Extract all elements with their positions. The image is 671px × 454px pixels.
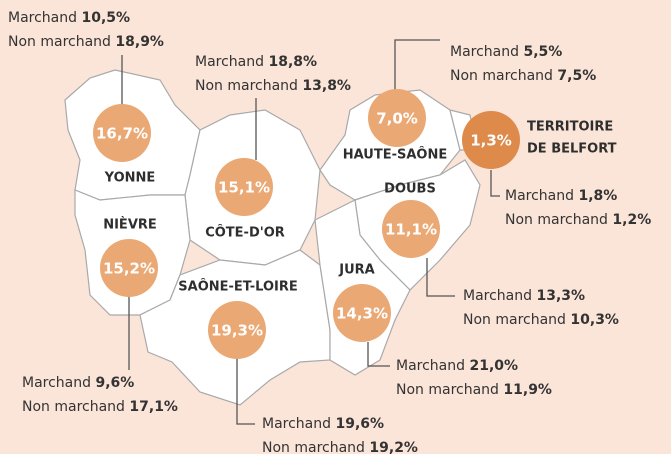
rate-label: 7,0%: [376, 110, 418, 128]
rate-label: 11,1%: [385, 221, 437, 239]
callout-text: Marchand 18,8%: [195, 54, 317, 70]
rate-circle: [462, 111, 520, 169]
rate-label: 1,3%: [470, 132, 512, 150]
callout-line: [426, 258, 455, 297]
callout-key: Non marchand: [396, 382, 499, 398]
callout-value: 18,8%: [268, 54, 317, 70]
department-name: SAÔNE-ET-LOIRE: [178, 279, 297, 295]
rate-circle: [333, 284, 391, 342]
callout-text: Non marchand 18,9%: [8, 34, 164, 50]
callout-value: 19,6%: [335, 416, 384, 432]
department-name: HAUTE-SAÔNE: [343, 147, 447, 163]
callout-value: 18,9%: [115, 34, 164, 50]
department-name: JURA: [338, 263, 374, 278]
callout-text: Marchand 21,0%: [396, 358, 518, 374]
callout-key: Marchand: [396, 358, 465, 374]
callout-text: Marchand 9,6%: [22, 375, 134, 391]
callout-line: [394, 39, 440, 90]
callout-text: Marchand 13,3%: [463, 288, 585, 304]
callout-text: Non marchand 10,3%: [463, 312, 619, 328]
callout-line: [236, 358, 255, 425]
callout-text: Non marchand 19,2%: [262, 440, 418, 454]
callout-key: Non marchand: [8, 34, 111, 50]
callout-key: Non marchand: [505, 212, 608, 228]
rate-label: 16,7%: [96, 125, 148, 143]
callout-key: Marchand: [22, 375, 91, 391]
rate-label: 19,3%: [211, 322, 263, 340]
department-name: DE BELFORT: [527, 142, 617, 157]
callout-text: Marchand 1,8%: [505, 188, 617, 204]
callout-value: 17,1%: [129, 399, 178, 415]
callout-text: Non marchand 17,1%: [22, 399, 178, 415]
rate-circle: [208, 301, 266, 359]
callout-value: 10,3%: [570, 312, 619, 328]
rate-circle: [93, 104, 151, 162]
callout-key: Marchand: [505, 188, 574, 204]
callout-key: Non marchand: [195, 78, 298, 94]
rate-label: 15,1%: [218, 179, 270, 197]
callout-value: 19,2%: [369, 440, 418, 454]
callout-value: 10,5%: [81, 10, 130, 26]
callout-key: Non marchand: [450, 68, 553, 84]
callout-value: 5,5%: [523, 44, 562, 60]
callout-text: Non marchand 11,9%: [396, 382, 552, 398]
callout-value: 1,2%: [612, 212, 651, 228]
callout-key: Marchand: [8, 10, 77, 26]
callout-value: 13,8%: [302, 78, 351, 94]
rate-label: 14,3%: [336, 305, 388, 323]
callout-text: Non marchand 13,8%: [195, 78, 351, 94]
callout-key: Marchand: [195, 54, 264, 70]
callout-line: [367, 342, 390, 367]
callout-value: 7,5%: [557, 68, 596, 84]
department-name: TERRITOIRE: [527, 120, 613, 135]
department-name: DOUBS: [384, 182, 436, 197]
callout-text: Non marchand 1,2%: [505, 212, 651, 228]
department-name: CÔTE-D'OR: [205, 225, 285, 241]
rate-circle: [368, 89, 426, 147]
callout-value: 13,3%: [536, 288, 585, 304]
callout-key: Non marchand: [262, 440, 365, 454]
callout-key: Non marchand: [22, 399, 125, 415]
rate-circle: [215, 158, 273, 216]
callout-value: 11,9%: [503, 382, 552, 398]
callout-key: Marchand: [450, 44, 519, 60]
callout-value: 21,0%: [469, 358, 518, 374]
rate-label: 15,2%: [103, 260, 155, 278]
callout-key: Marchand: [262, 416, 331, 432]
callout-key: Non marchand: [463, 312, 566, 328]
callout-value: 9,6%: [95, 375, 134, 391]
rate-circle: [100, 239, 158, 297]
department-name: YONNE: [104, 171, 156, 186]
callout-value: 1,8%: [578, 188, 617, 204]
department-name: NIÈVRE: [103, 217, 157, 233]
callout-key: Marchand: [463, 288, 532, 304]
callout-text: Non marchand 7,5%: [450, 68, 596, 84]
callout-text: Marchand 19,6%: [262, 416, 384, 432]
callout-text: Marchand 5,5%: [450, 44, 562, 60]
rate-circle: [382, 200, 440, 258]
callout-text: Marchand 10,5%: [8, 10, 130, 26]
callout-line: [490, 170, 500, 197]
